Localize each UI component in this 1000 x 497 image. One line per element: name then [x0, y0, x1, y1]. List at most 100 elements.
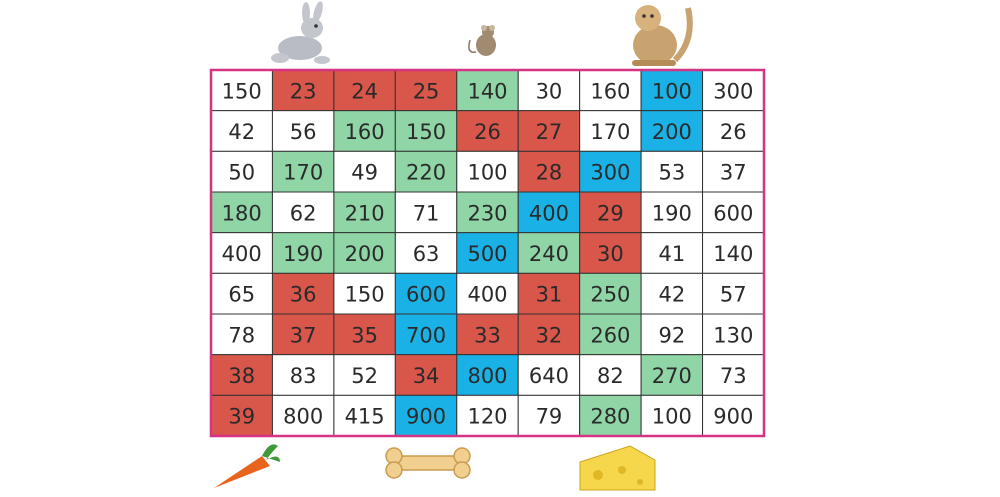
bone-icon [385, 447, 471, 479]
cell [456, 232, 519, 274]
cell [640, 354, 704, 396]
cell-number: 160 [345, 120, 385, 144]
cell-number: 65 [228, 283, 255, 307]
cell-number: 200 [652, 120, 692, 144]
cell-number: 140 [713, 242, 753, 266]
cell-number: 82 [597, 364, 624, 388]
cell [333, 232, 396, 274]
cell-number: 71 [413, 201, 440, 225]
cell-number: 100 [652, 79, 692, 103]
cell [394, 110, 458, 152]
cell-number: 100 [652, 405, 692, 429]
cell-number: 50 [228, 161, 255, 185]
cell-number: 30 [536, 79, 563, 103]
cell-number: 28 [536, 161, 563, 185]
cell-number: 35 [351, 323, 378, 347]
cell-number: 170 [283, 161, 323, 185]
cell-number: 600 [713, 201, 753, 225]
cell [579, 150, 642, 193]
cell [640, 150, 704, 193]
cell-number: 800 [467, 364, 507, 388]
cell [579, 69, 642, 112]
cell-number: 26 [720, 120, 747, 144]
cell [517, 191, 581, 234]
cell-number: 49 [351, 161, 378, 185]
cell [333, 272, 396, 315]
cell-number: 53 [658, 161, 685, 185]
cell-number: 280 [590, 405, 630, 429]
cell-number: 56 [290, 120, 317, 144]
cell-number: 73 [720, 364, 747, 388]
cell-number: 63 [413, 242, 440, 266]
cell-number: 130 [713, 323, 753, 347]
cell-number: 42 [658, 283, 685, 307]
cell [702, 394, 765, 437]
cell [517, 394, 581, 437]
cell-number: 200 [345, 242, 385, 266]
cell-number: 31 [536, 283, 563, 307]
cell [333, 394, 396, 437]
cell-number: 415 [345, 405, 385, 429]
cell-number: 260 [590, 323, 630, 347]
cell-number: 400 [222, 242, 262, 266]
cell-number: 640 [529, 364, 569, 388]
cell-number: 270 [652, 364, 692, 388]
cell [702, 191, 765, 234]
cell-number: 700 [406, 323, 446, 347]
cell-number: 300 [713, 79, 753, 103]
cell [640, 110, 704, 152]
cell-number: 25 [413, 79, 440, 103]
cell-number: 62 [290, 201, 317, 225]
cell-number: 160 [590, 79, 630, 103]
cell-number: 500 [467, 242, 507, 266]
cell-number: 83 [290, 364, 317, 388]
cell-number: 230 [467, 201, 507, 225]
cell-number: 120 [467, 405, 507, 429]
cell [456, 150, 519, 193]
cell-number: 240 [529, 242, 569, 266]
cell-number: 26 [474, 120, 501, 144]
cell [456, 394, 519, 437]
cell [579, 354, 642, 396]
cell-number: 78 [228, 323, 255, 347]
cell-number: 27 [536, 120, 563, 144]
cell-number: 300 [590, 161, 630, 185]
cell-number: 37 [720, 161, 747, 185]
rabbit-icon [271, 1, 330, 64]
cell-number: 400 [467, 283, 507, 307]
cell [271, 272, 335, 315]
cell [640, 272, 704, 315]
cell [579, 313, 642, 356]
cell [271, 150, 335, 193]
cell-number: 39 [228, 405, 255, 429]
cell-number: 150 [222, 79, 262, 103]
mouse-icon [468, 25, 496, 56]
cell [702, 313, 765, 356]
cat-icon [632, 5, 693, 66]
carrot-icon [214, 444, 280, 488]
cell [640, 394, 704, 437]
cell [517, 354, 581, 396]
cell-number: 150 [345, 283, 385, 307]
cell [394, 232, 458, 274]
cell-number: 150 [406, 120, 446, 144]
cell-number: 30 [597, 242, 624, 266]
cell-number: 24 [351, 79, 378, 103]
number-grid: 150 23 24 25 140 30 160 100 300 42 56 160 150 26 27 170… [210, 69, 765, 437]
cell [456, 110, 519, 152]
cell [271, 110, 335, 152]
cell-number: 34 [413, 364, 440, 388]
cell-number: 33 [474, 323, 501, 347]
cell-number: 29 [597, 201, 624, 225]
cell-number: 190 [652, 201, 692, 225]
cell [579, 272, 642, 315]
cell-number: 190 [283, 242, 323, 266]
cell [271, 394, 335, 437]
cell-number: 900 [406, 405, 446, 429]
cheese-icon [579, 445, 656, 491]
cell-number: 92 [658, 323, 685, 347]
cell-number: 170 [590, 120, 630, 144]
cell-number: 79 [536, 405, 563, 429]
cell [579, 110, 642, 152]
